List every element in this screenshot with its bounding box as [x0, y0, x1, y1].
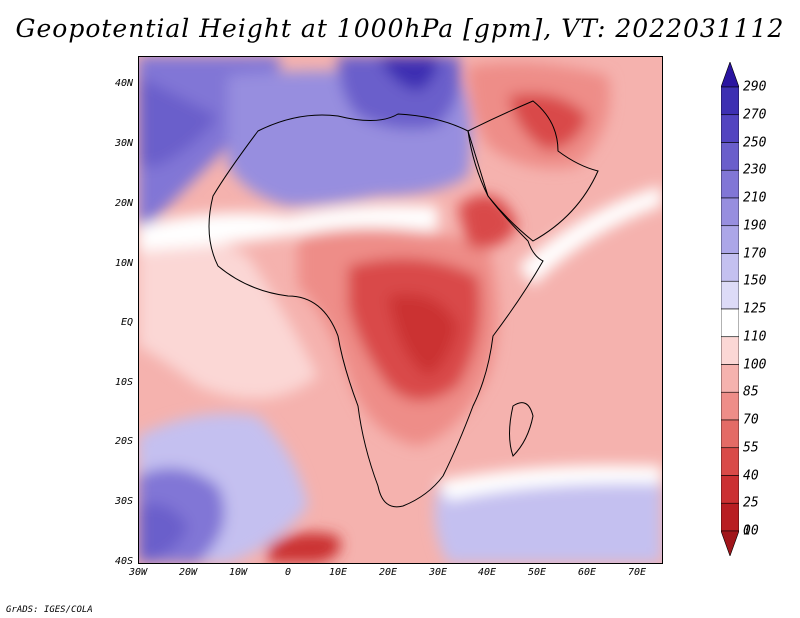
- lat-label: EQ: [120, 317, 133, 328]
- colorbar-label: 230: [743, 162, 767, 178]
- lon-label: 70E: [627, 567, 647, 578]
- lon-label: 20W: [178, 567, 198, 578]
- colorbar-label: 70: [743, 412, 759, 428]
- credit-text: GrADS: IGES/COLA: [6, 605, 93, 615]
- colorbar-swatch: [721, 530, 739, 556]
- colorbar-label: 25: [743, 495, 759, 511]
- colorbar-swatch: [721, 225, 739, 254]
- colorbar-swatch: [721, 447, 739, 476]
- colorbar-swatch: [721, 419, 739, 449]
- lon-label: 50E: [527, 567, 547, 578]
- lat-label: 40N: [114, 78, 133, 89]
- colorbar-label: 210: [743, 190, 767, 206]
- colorbar-swatch: [721, 475, 739, 504]
- geopotential-height-field: [138, 56, 662, 563]
- coastline: [208, 100, 599, 508]
- colorbar-swatch: [721, 114, 739, 143]
- colorbar-label: 190: [743, 218, 767, 234]
- lon-label: 20E: [378, 567, 398, 578]
- colorbar-label: 40: [743, 468, 759, 483]
- map-plot-area: [138, 56, 662, 563]
- lat-label: 10N: [114, 258, 133, 269]
- colorbar-swatch: [721, 502, 739, 532]
- lat-label: 10S: [114, 377, 133, 388]
- colorbar-swatch: [721, 336, 739, 365]
- colorbar-swatch: [721, 142, 739, 171]
- colorbar-label: 55: [743, 440, 759, 456]
- lat-label: 20S: [114, 436, 133, 447]
- colorbar-swatch: [721, 308, 739, 338]
- colorbar-label: 85: [743, 384, 759, 400]
- colorbar: [721, 62, 739, 556]
- colorbar-swatch: [721, 391, 739, 421]
- lon-label: 0: [284, 567, 292, 578]
- colorbar-swatch: [721, 62, 739, 88]
- colorbar-swatch: [721, 280, 739, 310]
- colorbar-swatch: [721, 253, 739, 282]
- lat-label: 30S: [114, 496, 133, 507]
- lon-label: 60E: [577, 567, 597, 578]
- colorbar-label: 10: [743, 523, 759, 539]
- colorbar-label: 110: [743, 329, 767, 345]
- lat-label: 40S: [114, 556, 133, 567]
- colorbar-label: 170: [743, 246, 767, 261]
- colorbar-label: 0: [743, 523, 751, 539]
- lat-label: 20N: [114, 198, 133, 209]
- lat-label: 30N: [114, 138, 133, 149]
- colorbar-label: 250: [743, 135, 767, 150]
- colorbar-swatch: [721, 364, 739, 393]
- lon-label: 40E: [477, 567, 497, 578]
- colorbar-label: 150: [743, 273, 767, 289]
- lon-label: 30W: [128, 567, 148, 578]
- colorbar-label: 100: [743, 357, 767, 372]
- lon-label: 10E: [328, 567, 348, 578]
- colorbar-swatch: [721, 197, 739, 227]
- colorbar-label: 125: [743, 301, 767, 317]
- lon-label: 10W: [228, 567, 248, 578]
- colorbar-swatch: [721, 169, 739, 199]
- colorbar-label: 290: [743, 79, 767, 95]
- lon-label: 30E: [428, 567, 448, 578]
- page-title: Geopotential Height at 1000hPa [gpm], VT…: [15, 14, 785, 43]
- colorbar-label: 270: [743, 107, 767, 123]
- colorbar-swatch: [721, 86, 739, 116]
